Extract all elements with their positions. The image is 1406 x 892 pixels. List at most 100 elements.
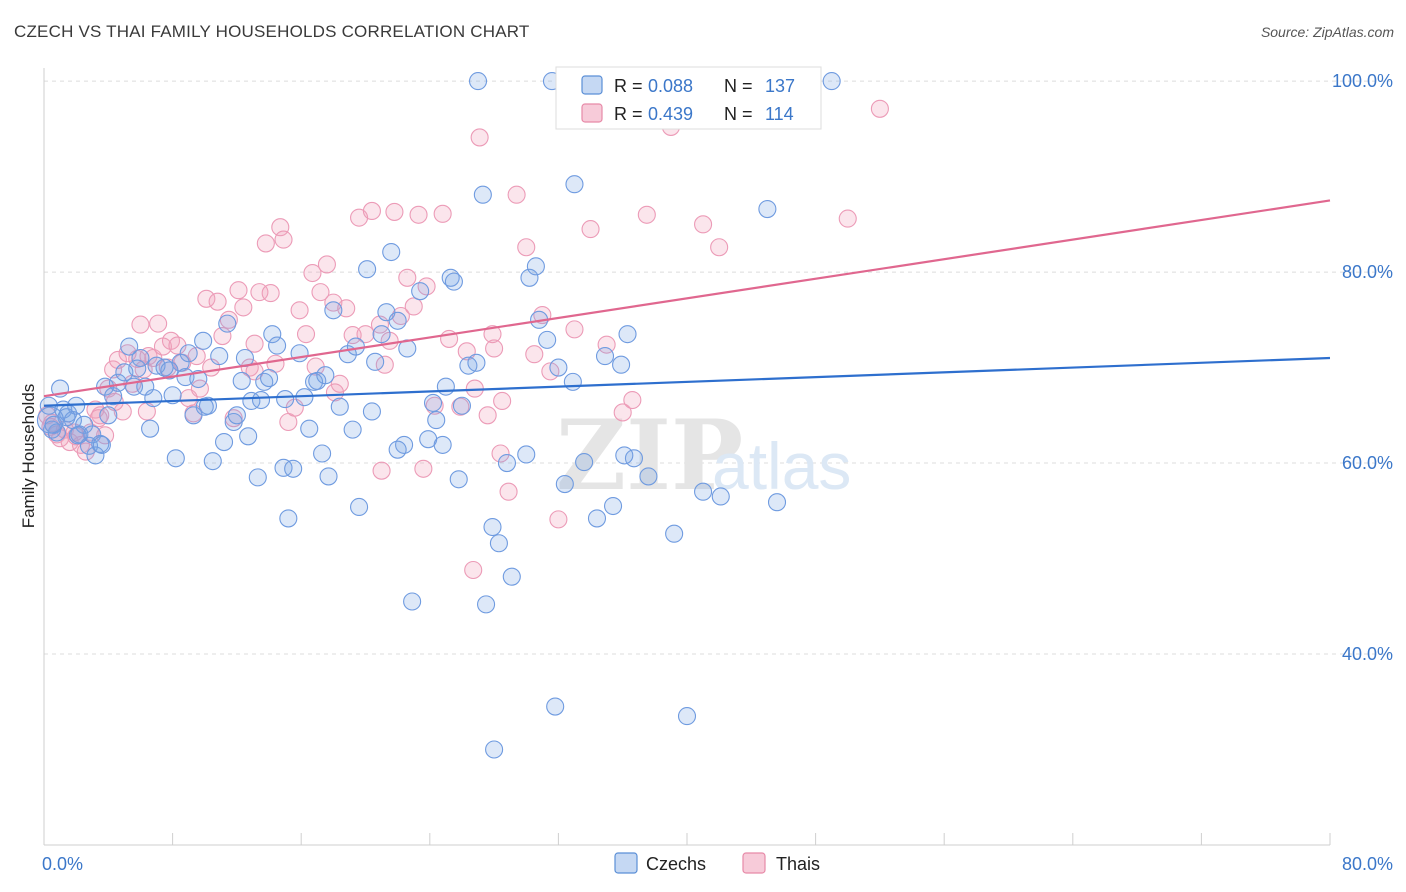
czech-point [218,314,237,333]
czech-point [452,396,472,415]
czech-point [343,420,362,439]
czech-point [346,337,365,356]
czech-point [615,446,634,465]
czech-point [677,707,697,726]
thai-point [581,220,600,239]
czech-point [612,355,631,374]
thai-point [398,268,417,287]
thai-point [131,315,150,334]
thai-point [870,99,889,118]
czech-point [91,434,110,454]
thai-point [493,391,512,411]
thai-point [451,397,470,416]
czech-point [194,331,213,350]
czech-point [477,595,496,614]
czech-n-value: 137 [765,76,795,96]
czech-point [587,509,607,528]
czech-point [618,325,637,344]
thai-point [597,335,616,354]
czech-n-label: N = [724,76,753,96]
czech-point [538,330,557,349]
czech-point [300,419,319,438]
czech-point [131,348,150,368]
czech-point [502,567,521,586]
czech-points [36,72,841,759]
czech-point [423,393,443,412]
czech-point [758,200,777,219]
thai-point [229,281,248,300]
thai-point [261,284,280,303]
x-tick-label: 0.0% [42,854,83,874]
thai-point [372,461,391,480]
thai-point [464,560,483,580]
thai-point [245,334,264,353]
thai-point [391,306,410,326]
czech-point [549,358,568,377]
thai-point [96,426,115,445]
trend-lines [43,199,1331,407]
thai-point [76,442,95,461]
czech-point [268,336,287,355]
thai-point [637,205,656,224]
thai-point [356,325,375,344]
czech-point [324,301,343,320]
thai-point [433,204,452,223]
thai-point [317,255,336,274]
thai-point [414,459,433,478]
thai-point [343,326,362,345]
czech-point [120,337,139,356]
czech-point [639,467,658,486]
czech-point [214,432,234,452]
thai-point [149,314,168,333]
x-tick-label: 80.0% [1342,854,1393,874]
thai-point [483,325,502,344]
czech-point [160,361,179,380]
czech-point [179,344,198,363]
thai-point [499,482,518,501]
thai-point [330,374,349,393]
czech-point [565,175,584,194]
thai-point [197,289,216,308]
czech-point [284,459,303,478]
thai-point [234,298,253,317]
czech-point [403,592,422,611]
czech-point [259,369,279,388]
czech-point [517,445,536,464]
czech-point [195,397,214,416]
czech-point [372,325,391,344]
gridlines [44,80,1390,655]
czech-point [99,406,118,425]
czech-point [239,427,258,446]
czech-swatch-icon [581,75,603,95]
thai-point [425,396,444,415]
thai-point [325,383,345,402]
thai-points [38,99,889,580]
czech-point [822,72,841,91]
czech-point [444,272,463,291]
legend-thais-icon [742,852,766,874]
czech-point [166,449,185,468]
thai-point [565,320,584,339]
czech-point [104,387,123,406]
czech-r-value: 0.088 [648,76,693,96]
czech-point [483,517,502,537]
czech-point [210,347,229,366]
czech-point [319,467,338,486]
czech-point [427,411,446,430]
czech-point [575,453,594,472]
czech-point [358,260,377,279]
source-label: Source: ZipAtlas.com [1260,24,1394,40]
thai-point [404,297,423,316]
czech-point [526,257,545,276]
czech-point [203,452,222,471]
thai-point [507,185,526,204]
thai-r-value: 0.439 [648,104,693,124]
thai-point [525,345,544,364]
czech-point [436,377,455,396]
thai-point [208,292,227,311]
czech-point [362,402,381,421]
czech-point [251,390,271,410]
czech-point [86,446,105,465]
thai-point [710,238,729,257]
czech-point [767,493,787,512]
